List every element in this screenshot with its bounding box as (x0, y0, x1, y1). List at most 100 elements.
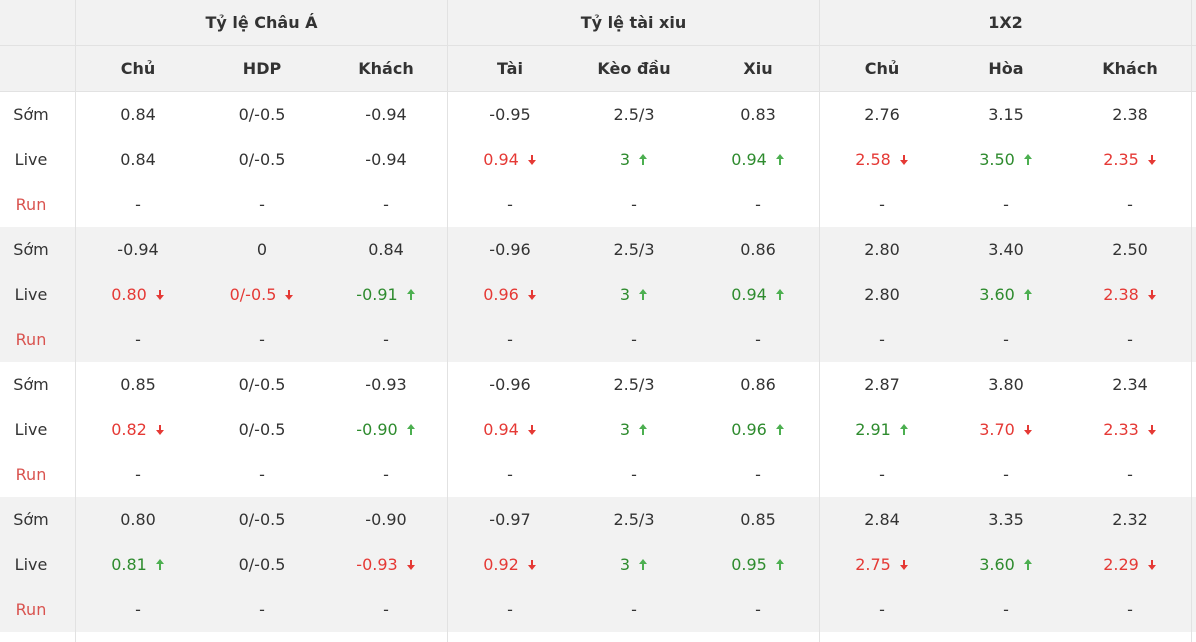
odds-cell-1x2-draw: 3.40 (944, 227, 1068, 272)
odds-value: - (1127, 195, 1133, 214)
odds-cell-asian-hdp: 0/-0.5 (200, 362, 324, 407)
odds-cell-1x2-away: 2.38 (1068, 272, 1192, 317)
odds-cell-asian-hdp: 0/-0.5 (200, 497, 324, 542)
odds-cell-1x2-draw: - (944, 587, 1068, 632)
odds-value: 2.33 (1103, 420, 1139, 439)
row-label: Run (15, 195, 47, 214)
odds-value-wrap: 3.60 (979, 285, 1033, 304)
odds-cell-1x2-away: - (1068, 452, 1192, 497)
arrow-down-icon (1147, 154, 1157, 166)
odds-cell-ou-over: 0.96 (448, 272, 572, 317)
odds-value: 3.60 (979, 555, 1015, 574)
odds-cell-asian-home: - (76, 452, 200, 497)
odds-value-wrap: 0.83 (740, 105, 776, 124)
odds-cell-1x2-home: 2.91 (820, 407, 944, 452)
odds-value: -0.93 (356, 555, 398, 574)
odds-value-wrap: 2.38 (1103, 285, 1157, 304)
odds-value: 2.80 (864, 240, 900, 259)
odds-value: 2.58 (855, 150, 891, 169)
odds-cell-asian-away: -0.93 (324, 362, 448, 407)
odds-value-wrap: 2.76 (864, 105, 900, 124)
col-ou-line: Kèo đầu (597, 58, 671, 78)
odds-value-wrap: - (135, 195, 141, 214)
odds-cell-asian-home: 0.80 (76, 497, 200, 542)
odds-value-wrap: 2.91 (855, 420, 909, 439)
arrow-down-icon (155, 424, 165, 436)
odds-value-wrap: - (1127, 600, 1133, 619)
arrow-up-icon (406, 288, 416, 301)
odds-value: - (259, 330, 265, 349)
odds-cell-1x2-home: - (820, 587, 944, 632)
odds-cell-1x2-away: 2.38 (1068, 92, 1192, 137)
arrow-down-icon (1147, 559, 1157, 571)
odds-value: 3.60 (979, 285, 1015, 304)
odds-value-wrap: 2.87 (864, 375, 900, 394)
odds-group: Sớm 0.80 0/-0.5 -0.90 -0.97 2.5/3 0.85 2.84 3.35… (0, 497, 1196, 632)
odds-value: 2.50 (1112, 240, 1148, 259)
divider (0, 91, 1196, 92)
odds-value: 3 (619, 150, 631, 169)
arrow-up-icon (155, 558, 165, 571)
odds-group: Sớm 0.85 0/-0.5 -0.93 -0.96 2.5/3 0.86 2.87 3.80… (0, 362, 1196, 497)
odds-cell-asian-away: - (324, 182, 448, 227)
divider (0, 45, 1196, 46)
arrow-down-icon (1147, 289, 1157, 301)
odds-value: 0.84 (120, 150, 156, 169)
odds-cell-1x2-home: 2.87 (820, 362, 944, 407)
odds-group: Sớm 0.84 0/-0.5 -0.94 -0.95 2.5/3 0.83 2.76 3.15… (0, 92, 1196, 227)
odds-value: 2.38 (1103, 285, 1139, 304)
arrow-up-icon (638, 153, 648, 166)
odds-value: 0.94 (483, 420, 519, 439)
odds-value: - (507, 600, 513, 619)
odds-value-wrap: -0.94 (365, 105, 406, 124)
odds-cell-asian-home: 0.81 (76, 542, 200, 587)
odds-value: - (1127, 600, 1133, 619)
odds-value-wrap: - (879, 465, 885, 484)
odds-value: 0.94 (483, 150, 519, 169)
odds-value-wrap: 2.58 (855, 150, 909, 169)
odds-value-wrap: 0.95 (731, 555, 785, 574)
odds-cell-ou-under: - (696, 452, 820, 497)
odds-value-wrap: 2.5/3 (613, 375, 654, 394)
odds-value-wrap: 0/-0.5 (239, 510, 286, 529)
row-label: Sớm (13, 105, 49, 124)
odds-value: -0.97 (489, 510, 531, 529)
odds-cell-1x2-draw: - (944, 452, 1068, 497)
odds-value: 3.40 (988, 240, 1024, 259)
odds-value: - (879, 195, 885, 214)
odds-value-wrap: - (383, 465, 389, 484)
divider (447, 0, 448, 642)
odds-value: - (1003, 465, 1009, 484)
odds-value: 3 (619, 555, 631, 574)
odds-cell-asian-home: 0.80 (76, 272, 200, 317)
odds-cell-asian-away: -0.91 (324, 272, 448, 317)
odds-cell-ou-over: 0.94 (448, 137, 572, 182)
odds-value-wrap: 2.80 (864, 285, 900, 304)
odds-cell-ou-under: 0.86 (696, 362, 820, 407)
odds-value-wrap: 3.15 (988, 105, 1024, 124)
odds-cell-1x2-away: - (1068, 182, 1192, 227)
odds-value-wrap: 0.82 (111, 420, 165, 439)
odds-value: 0.96 (483, 285, 519, 304)
odds-value-wrap: 0/-0.5 (230, 285, 295, 304)
odds-cell-1x2-draw: 3.70 (944, 407, 1068, 452)
odds-cell-ou-under: - (696, 587, 820, 632)
odds-cell-1x2-draw: 3.35 (944, 497, 1068, 542)
arrow-up-icon (775, 423, 785, 436)
arrow-down-icon (527, 289, 537, 301)
odds-cell-ou-over: 0.94 (448, 407, 572, 452)
odds-value-wrap: 2.33 (1103, 420, 1157, 439)
odds-value-wrap: 2.5/3 (613, 105, 654, 124)
odds-value: - (631, 600, 637, 619)
odds-value-wrap: 2.5/3 (613, 240, 654, 259)
odds-cell-asian-away: -0.93 (324, 542, 448, 587)
odds-value: 3 (619, 420, 631, 439)
odds-cell-1x2-away: 2.50 (1068, 227, 1192, 272)
odds-value: - (879, 600, 885, 619)
odds-cell-ou-line: 2.5/3 (572, 497, 696, 542)
arrow-down-icon (527, 154, 537, 166)
col-ou-over: Tài (497, 58, 523, 78)
odds-value: 0/-0.5 (238, 105, 286, 124)
odds-cell-1x2-home: - (820, 317, 944, 362)
odds-value: - (507, 195, 513, 214)
